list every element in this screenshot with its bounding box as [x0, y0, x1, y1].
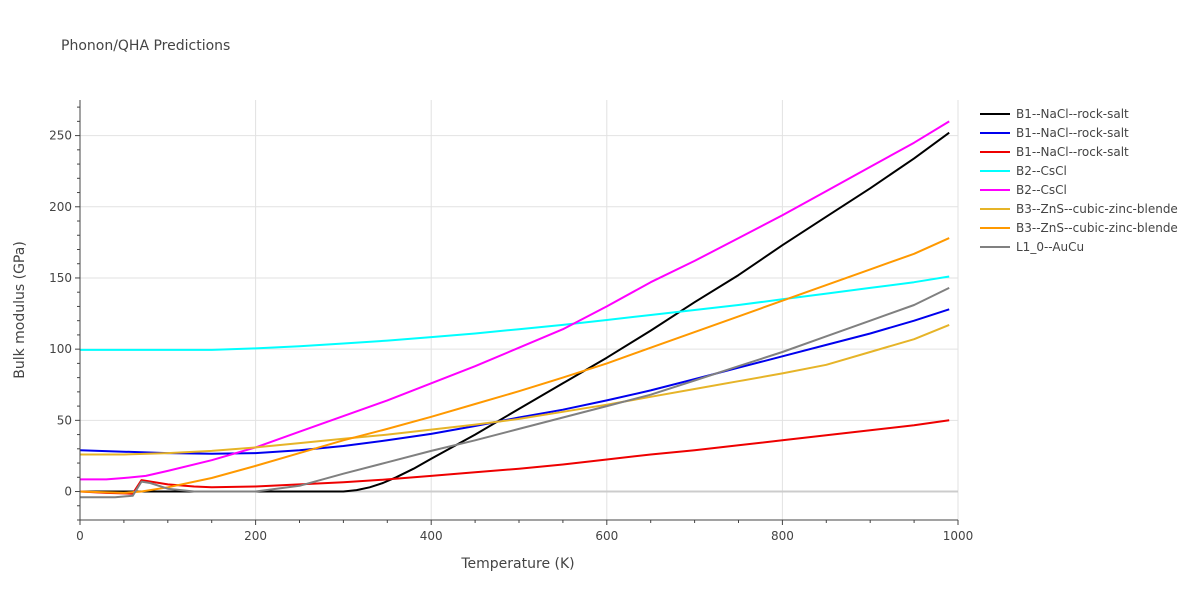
x-tick-label: 200 [244, 529, 267, 543]
series-line [79, 419, 950, 495]
legend-item[interactable]: B3--ZnS--cubic-zinc-blende [980, 221, 1178, 235]
legend-item[interactable]: B1--NaCl--rock-salt [980, 145, 1129, 159]
legend-label: B3--ZnS--cubic-zinc-blende [1016, 221, 1178, 235]
chart-title: Phonon/QHA Predictions [61, 38, 230, 54]
y-tick-label: 150 [49, 271, 72, 285]
x-tick-label: 800 [771, 529, 794, 543]
x-tick-label: 400 [420, 529, 443, 543]
y-tick-label: 200 [49, 200, 72, 214]
legend-item[interactable]: B1--NaCl--rock-salt [980, 126, 1129, 140]
series-line [80, 275, 950, 351]
legend[interactable]: B1--NaCl--rock-salt B1--NaCl--rock-salt B1… [980, 107, 1178, 254]
legend-item[interactable]: L1_0--AuCu [980, 240, 1084, 254]
y-tick-label: 250 [49, 129, 72, 143]
y-tick-label: 50 [57, 413, 72, 427]
legend-label: B1--NaCl--rock-salt [1016, 126, 1129, 140]
x-tick-label: 600 [595, 529, 618, 543]
legend-item[interactable]: B1--NaCl--rock-salt [980, 107, 1129, 121]
y-tick-label: 100 [49, 342, 72, 356]
series-line [79, 308, 950, 455]
x-axis-title: Temperature (K) [460, 556, 574, 572]
y-axis-title: Bulk modulus (GPa) [12, 241, 28, 379]
series-line [80, 287, 950, 499]
legend-label: B2--CsCl [1016, 183, 1067, 197]
series-line [80, 120, 950, 481]
legend-label: B1--NaCl--rock-salt [1016, 145, 1129, 159]
legend-label: L1_0--AuCu [1016, 240, 1084, 254]
legend-item[interactable]: B3--ZnS--cubic-zinc-blende [980, 202, 1178, 216]
y-tick-label: 0 [64, 485, 72, 499]
legend-item[interactable]: B2--CsCl [980, 164, 1067, 178]
legend-label: B2--CsCl [1016, 164, 1067, 178]
x-tick-label: 0 [76, 529, 84, 543]
series-line [80, 131, 950, 493]
axes: 0 200 400 600 800 1000 0 50 100 150 200 250 [49, 100, 973, 543]
legend-label: B1--NaCl--rock-salt [1016, 107, 1129, 121]
x-tick-label: 1000 [943, 529, 974, 543]
legend-item[interactable]: B2--CsCl [980, 183, 1067, 197]
legend-label: B3--ZnS--cubic-zinc-blende [1016, 202, 1178, 216]
series-lines [79, 120, 950, 499]
series-line [79, 237, 950, 494]
grid [80, 100, 959, 520]
series-line [80, 323, 950, 456]
